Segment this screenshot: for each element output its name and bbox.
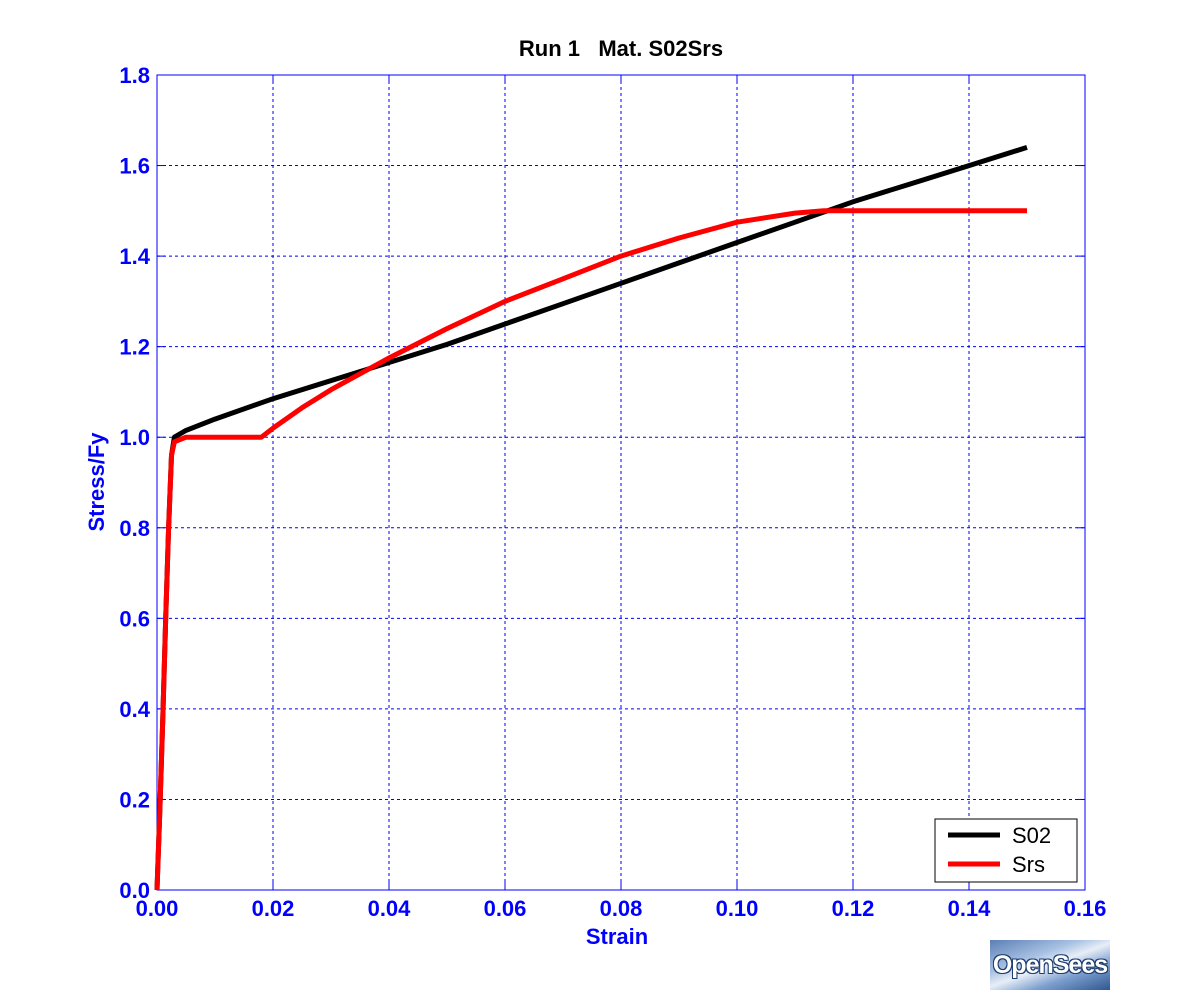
- x-tick-label: 0.10: [716, 896, 759, 921]
- y-axis: 0.0 0.2 0.4 0.6 0.8 1.0 1.2 1.4 1.6 1.8: [119, 63, 1085, 903]
- grid: [157, 75, 1085, 890]
- x-tick-label: 0.06: [484, 896, 527, 921]
- legend-label-srs: Srs: [1012, 852, 1045, 877]
- x-tick-label: 0.04: [368, 896, 412, 921]
- legend: S02 Srs: [934, 818, 1078, 883]
- y-tick-label: 0.6: [119, 606, 150, 631]
- y-tick-label: 0.0: [119, 878, 150, 903]
- y-tick-label: 0.4: [119, 697, 150, 722]
- legend-box: [934, 818, 1078, 883]
- y-tick-label: 1.6: [119, 154, 150, 179]
- series-line-s02: [154, 145, 1028, 891]
- x-axis-label: Strain: [586, 924, 648, 949]
- y-tick-label: 0.8: [119, 516, 150, 541]
- logo-text: OpenSees: [992, 950, 1108, 979]
- x-tick-label: 0.14: [948, 896, 992, 921]
- series-layer: [154, 145, 1028, 891]
- y-tick-label: 0.2: [119, 787, 150, 812]
- y-axis-label: Stress/Fy: [84, 432, 109, 532]
- legend-label-s02: S02: [1012, 823, 1051, 848]
- x-tick-label: 0.12: [832, 896, 875, 921]
- x-tick-label: 0.08: [600, 896, 643, 921]
- y-tick-label: 1.2: [119, 335, 150, 360]
- y-tick-label: 1.4: [119, 244, 150, 269]
- opensees-logo: OpenSees: [990, 940, 1110, 990]
- x-tick-label: 0.16: [1064, 896, 1107, 921]
- series-line-srs: [154, 208, 1027, 891]
- y-tick-label: 1.8: [119, 63, 150, 88]
- y-tick-label: 1.0: [119, 425, 150, 450]
- x-tick-label: 0.00: [136, 896, 179, 921]
- chart-title: Run 1 Mat. S02Srs: [519, 36, 723, 61]
- x-tick-label: 0.02: [252, 896, 295, 921]
- x-axis: 0.00 0.02 0.04 0.06 0.08 0.10 0.12 0.14 0.16: [136, 75, 1107, 921]
